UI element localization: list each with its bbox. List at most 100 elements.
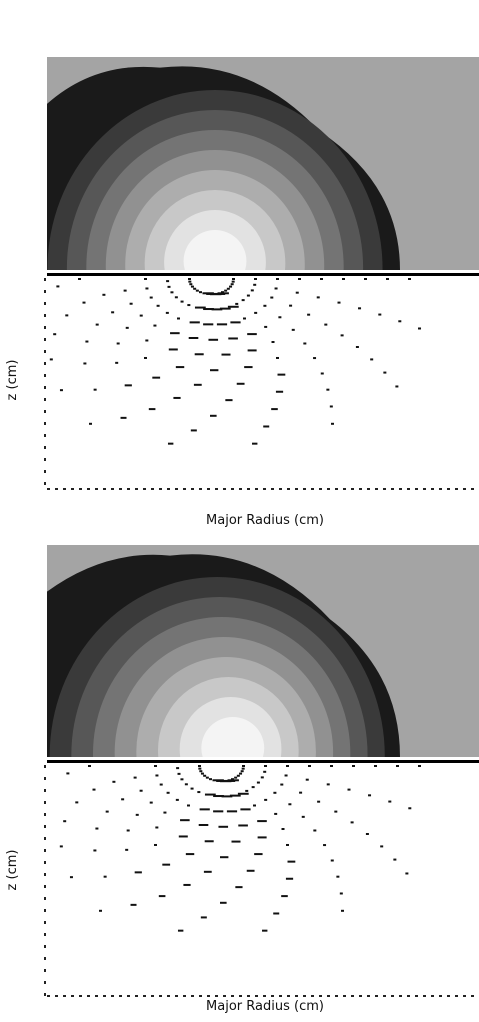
flux-dash [276, 278, 279, 280]
x-axis-label: Major Radius (cm) [206, 513, 324, 528]
flux-dash [203, 775, 206, 777]
axis-dot [44, 278, 46, 281]
flux-dash [352, 765, 355, 767]
flux-dash [104, 876, 107, 878]
flux-dash [92, 789, 95, 791]
axis-dot [44, 386, 46, 389]
flux-dash [199, 824, 209, 826]
flux-dash [228, 337, 238, 339]
flux-dash [257, 782, 260, 784]
flux-dash [220, 856, 228, 858]
flux-dash [408, 807, 411, 809]
axis-dot [279, 488, 282, 490]
flux-dash [232, 278, 235, 280]
axis-dot [191, 488, 194, 490]
flux-dash [191, 286, 194, 288]
flux-dash [193, 288, 196, 290]
flux-dash [70, 876, 73, 878]
flux-dash [217, 323, 227, 325]
flux-dash [155, 774, 158, 776]
axis-dot [44, 861, 46, 864]
axis-dot [367, 488, 370, 490]
flux-dash [160, 784, 163, 786]
flux-dash [247, 295, 250, 297]
axis-dot [44, 290, 46, 293]
flux-dash [336, 876, 339, 878]
flux-dash [176, 767, 179, 769]
axis-dot [399, 995, 402, 997]
flux-dash [140, 790, 143, 792]
axis-dot [159, 488, 162, 490]
axis-dot [303, 488, 306, 490]
flux-dash [276, 391, 283, 393]
axis-dot [44, 921, 46, 924]
axis-dot [311, 488, 314, 490]
axis-dot [439, 488, 442, 490]
flux-dash [239, 773, 242, 775]
axis-dot [255, 995, 258, 997]
contour-panel [44, 545, 479, 997]
axis-dot [335, 995, 338, 997]
divider [47, 760, 479, 763]
flux-dash [253, 284, 256, 286]
axis-dot [247, 488, 250, 490]
flux-dash [342, 278, 345, 280]
flux-dash [218, 826, 228, 828]
axis-dot [71, 488, 74, 490]
axis-dot [79, 995, 82, 997]
flux-dash [380, 845, 383, 847]
flux-dash [60, 389, 63, 391]
axis-dot [143, 488, 146, 490]
flux-dash [60, 845, 63, 847]
flux-dash [289, 305, 292, 307]
axis-dot [63, 995, 66, 997]
axis-dot [423, 488, 426, 490]
flux-dash [176, 366, 184, 368]
axis-dot [391, 488, 394, 490]
axis-dot [44, 885, 46, 888]
flux-dash [190, 321, 200, 323]
flux-dash [405, 872, 408, 874]
flux-dash [235, 886, 242, 888]
flux-dash [252, 443, 257, 445]
axis-dot [199, 995, 202, 997]
flux-dash [234, 777, 237, 779]
flux-dash [258, 836, 267, 838]
axis-dot [399, 488, 402, 490]
flux-dash [201, 916, 207, 918]
flux-dash [247, 870, 255, 872]
flux-dash [187, 804, 190, 806]
flux-dash [341, 334, 344, 336]
flux-dash [418, 327, 421, 329]
flux-dash [210, 369, 218, 371]
contour-panel [44, 57, 479, 490]
flux-dash [112, 781, 115, 783]
axis-dot [327, 488, 330, 490]
axis-dot [415, 995, 418, 997]
flux-dash [205, 840, 214, 842]
flux-dash [270, 297, 273, 299]
flux-dash [176, 799, 179, 801]
axis-dot [44, 362, 46, 365]
flux-dash [83, 362, 86, 364]
axis-dot [44, 314, 46, 317]
flux-dash [235, 303, 238, 305]
axis-dot [343, 488, 346, 490]
flux-dash [393, 859, 396, 861]
axis-dot [295, 995, 298, 997]
flux-dash [187, 304, 190, 306]
axis-dot [127, 995, 130, 997]
flux-dash [188, 281, 191, 283]
flux-dash [253, 804, 256, 806]
axis-dot [95, 995, 98, 997]
flux-dash [238, 824, 248, 826]
flux-dash [227, 810, 237, 812]
flux-dash [288, 861, 296, 863]
axis-dot [103, 995, 106, 997]
axis-dot [44, 969, 46, 972]
flux-dash [152, 377, 160, 379]
axis-dot [263, 488, 266, 490]
axis-dot [455, 488, 458, 490]
axis-dot [471, 488, 474, 490]
axis-dot [79, 488, 82, 490]
